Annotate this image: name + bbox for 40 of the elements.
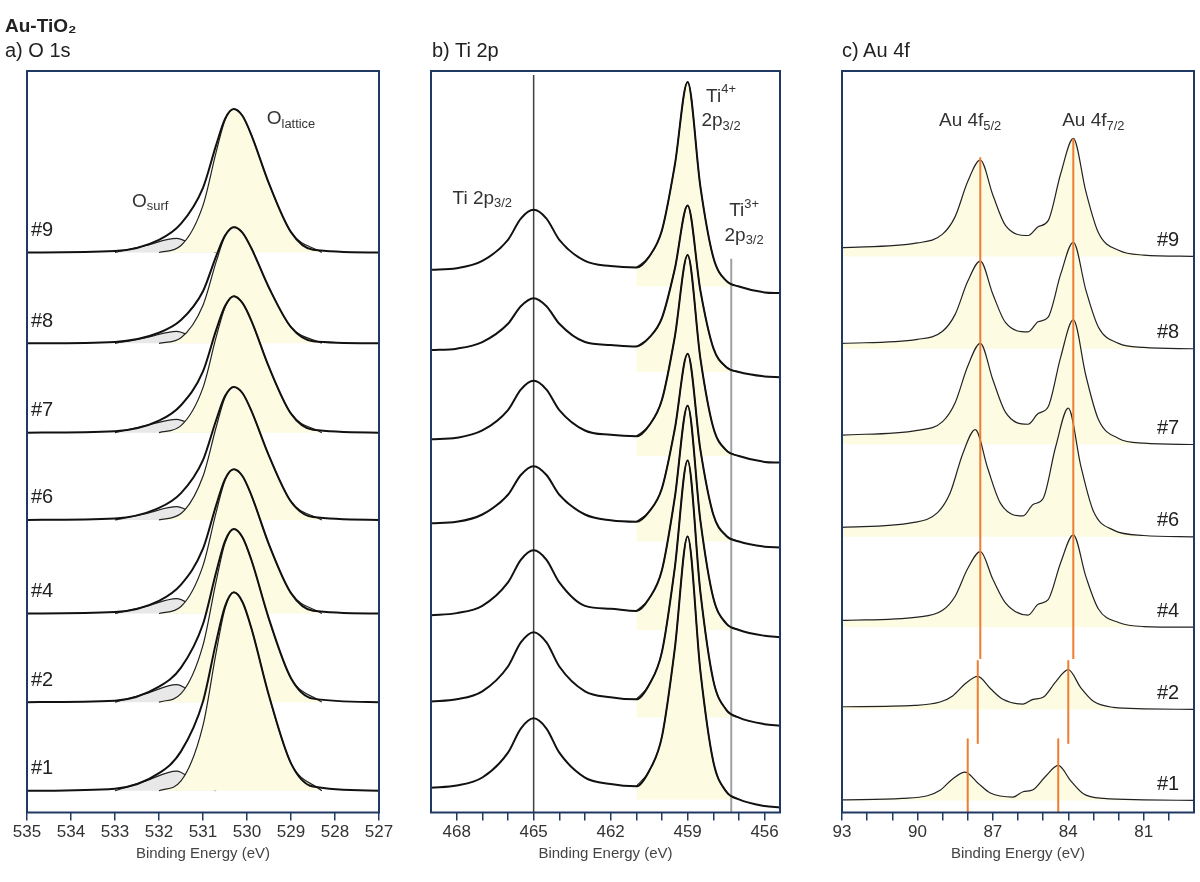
x-tick-label: 468 <box>442 822 471 842</box>
series-label: #2 <box>1156 680 1180 703</box>
series-label: #6 <box>30 485 54 508</box>
x-tick-label: 530 <box>232 822 262 842</box>
x-tick-label: 535 <box>12 822 42 842</box>
series-label: #7 <box>1156 416 1180 439</box>
x-tick-label: 459 <box>673 822 702 842</box>
x-tick-label: 84 <box>1058 822 1078 842</box>
x-tick-label: 531 <box>188 822 218 842</box>
chart-title: c) Au 4f <box>842 38 911 62</box>
x-tick-label: 534 <box>56 822 86 842</box>
x-tick-label: 465 <box>519 822 548 842</box>
series-label: #6 <box>1156 508 1180 531</box>
series-label: #1 <box>1156 771 1180 794</box>
x-axis-title: Binding Energy (eV) <box>135 844 271 862</box>
series-label: #4 <box>30 579 54 601</box>
x-tick-label: 529 <box>276 822 306 842</box>
x-tick-label: 87 <box>983 822 1003 842</box>
x-tick-label: 532 <box>144 822 174 842</box>
x-tick-label: 90 <box>907 822 927 842</box>
x-tick-label: 456 <box>750 822 779 842</box>
series-label: #8 <box>30 308 54 331</box>
series-label: #7 <box>30 398 54 421</box>
x-tick-label: 527 <box>364 822 394 842</box>
x-tick-label: 93 <box>832 822 852 842</box>
x-axis-title: Binding Energy (eV) <box>538 844 673 862</box>
series-label: #4 <box>1156 598 1180 621</box>
x-tick-label: 528 <box>320 822 350 842</box>
series-label: #1 <box>30 756 54 779</box>
x-tick-label: 81 <box>1134 822 1154 842</box>
series-label: #2 <box>30 667 54 690</box>
x-tick-label: 533 <box>100 822 130 842</box>
chart-title: Au-TiO₂ <box>5 14 78 38</box>
x-axis-title: Binding Energy (eV) <box>950 844 1086 862</box>
series-label: #8 <box>1156 320 1180 343</box>
series-label: #9 <box>30 218 54 241</box>
chart-subtitle: a) O 1s <box>5 38 72 62</box>
series-label: #9 <box>1156 227 1180 250</box>
x-tick-label: 462 <box>596 822 625 842</box>
chart-title: b) Ti 2p <box>432 38 500 62</box>
